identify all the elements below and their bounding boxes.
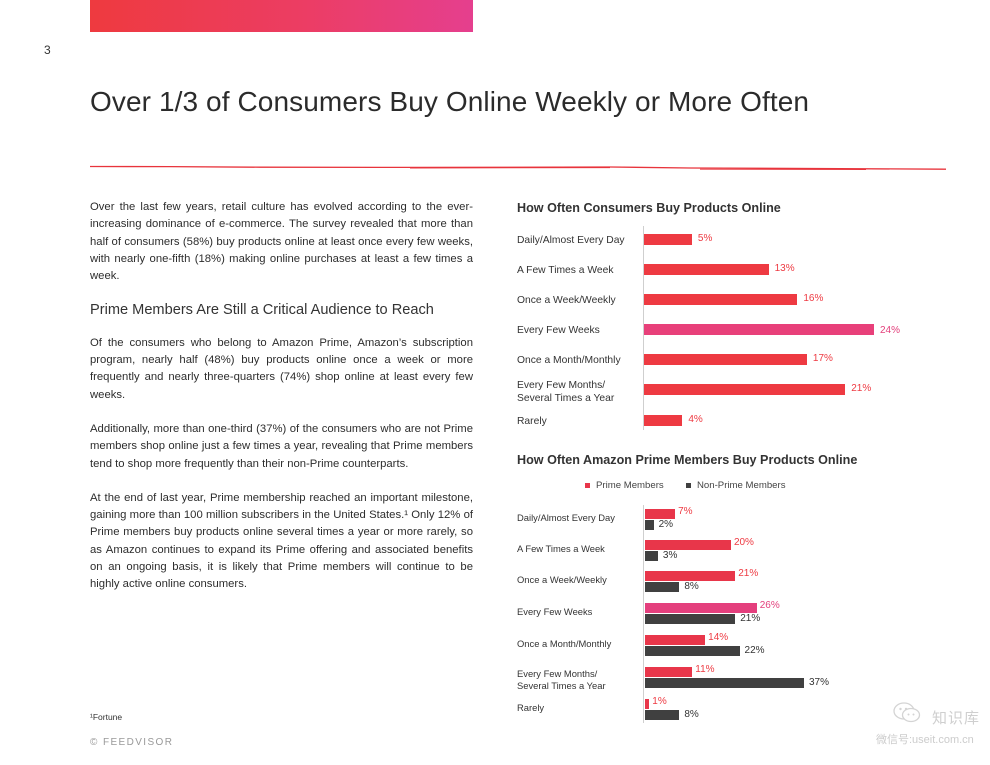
chart1-bar [644,354,807,365]
footnote: ¹Fortune [90,712,123,722]
chart2-prime-bar [645,509,676,519]
chart2-category-label: Once a Week/Weekly [517,574,607,585]
copyright: © FEEDVISOR [90,737,174,748]
chart1-bar [644,384,846,395]
chart2-non-prime-value-label: 3% [662,550,678,561]
page-number: 3 [44,43,51,57]
chart1-category-label: Rarely [517,416,547,427]
chart2-non-prime-bar [645,678,804,688]
legend-non-prime: Non-Prime Members [686,480,786,491]
chart1-value-label: 24% [880,325,901,336]
chart2-prime-value-label: 20% [733,537,754,548]
chart1-category-label: Every Few Weeks [517,325,600,336]
title-divider [90,165,946,171]
wechat-icon [893,702,921,723]
chart1-category-label: Once a Month/Monthly [517,355,621,366]
chart2-non-prime-bar [645,614,736,624]
header-accent-bar [90,0,473,32]
chart2-non-prime-value-label: 8% [684,709,699,720]
prime-paragraph: Of the consumers who belong to Amazon Pr… [90,336,473,401]
milestone-paragraph: At the end of last year, Prime membershi… [90,491,473,591]
chart1-axis [643,226,644,430]
chart2-prime-value-label: 21% [738,568,759,579]
chart1-category-label: Once a Week/Weekly [517,295,616,306]
non-prime-paragraph: Additionally, more than one-third (37%) … [90,422,473,470]
chart2-category-label: Every Few Months/Several Times a Year [517,668,606,691]
chart2-prime-bar [645,699,650,709]
watermark-title: 知识库 [932,710,981,727]
chart1-value-label: 21% [851,383,872,394]
chart2-category-label: Daily/Almost Every Day [517,512,615,523]
chart2-non-prime-bar [645,551,658,561]
chart2-non-prime-bar [645,646,740,656]
chart1-category-label: Daily/Almost Every Day [517,235,625,246]
chart2-prime-bar [645,667,693,677]
chart2-prime-value-label: 1% [652,696,667,707]
chart1-bar [644,234,692,245]
chart1-bar [644,324,874,335]
watermark-subtitle: 微信号:useit.com.cn [876,734,974,746]
chart2-prime-bar [645,603,757,613]
chart2-prime-value-label: 11% [695,664,715,675]
chart2-non-prime-value-label: 2% [658,519,674,530]
legend-non-prime-swatch [686,483,691,488]
chart2-prime-value-label: 26% [759,600,780,611]
chart2-prime-bar [645,571,736,581]
chart2-non-prime-bar [645,520,654,530]
chart2-non-prime-value-label: 37% [809,677,830,688]
legend-non-prime-label: Non-Prime Members [697,480,786,491]
chart2-category-label: A Few Times a Week [517,543,605,554]
chart2-prime-bar [645,635,706,645]
chart2-non-prime-bar [645,582,680,592]
chart1-bar [644,294,798,305]
chart1-category-label: A Few Times a Week [517,265,614,276]
chart2-non-prime-bar [645,710,680,720]
chart2-prime-value-label: 7% [678,506,693,517]
legend-prime: Prime Members [585,480,664,491]
legend-prime-swatch [585,483,590,488]
chart1-value-label: 16% [803,293,824,304]
chart1-category-label: Every Few Months/Several Times a Year [517,380,615,404]
chart1-value-label: 13% [774,263,795,274]
chart2-non-prime-value-label: 21% [740,613,761,624]
page-title: Over 1/3 of Consumers Buy Online Weekly … [90,86,810,117]
chart1-value-label: 4% [688,414,703,425]
section-heading: Prime Members Are Still a Critical Audie… [90,302,434,319]
body-text-column: Over the last few years, retail culture … [90,199,473,611]
chart2-axis [643,505,644,723]
chart2-prime-value-label: 14% [708,632,729,643]
chart1-title: How Often Consumers Buy Products Online [517,201,781,215]
chart1-value-label: 5% [697,233,713,244]
chart2-prime-bar [645,540,731,550]
intro-paragraph: Over the last few years, retail culture … [90,201,473,283]
legend-prime-label: Prime Members [596,480,664,491]
chart2-category-label: Once a Month/Monthly [517,638,612,649]
chart1-bar [644,415,683,426]
chart2-category-label: Rarely [517,702,545,713]
chart1-bar [644,264,769,275]
chart2-category-label: Every Few Weeks [517,606,593,617]
chart2-non-prime-value-label: 8% [684,581,699,592]
chart1-value-label: 17% [812,353,833,364]
chart2-title: How Often Amazon Prime Members Buy Produ… [517,453,858,467]
chart2-non-prime-value-label: 22% [744,645,765,656]
